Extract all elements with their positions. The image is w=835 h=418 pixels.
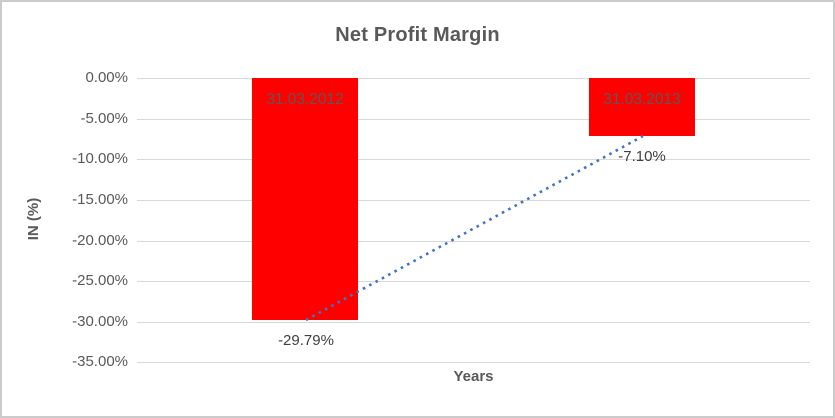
bar-2012: 31.03.2012 xyxy=(252,78,358,320)
y-tick-label: -15.00% xyxy=(72,191,128,208)
gridline xyxy=(137,78,810,79)
y-tick-label: -25.00% xyxy=(72,272,128,289)
bar-category-label: 31.03.2012 xyxy=(266,91,344,108)
y-tick-label: 0.00% xyxy=(85,69,128,86)
y-tick-label: -5.00% xyxy=(80,110,128,127)
data-label-2012: -29.79% xyxy=(278,332,334,349)
y-tick-label: -20.00% xyxy=(72,232,128,249)
gridline xyxy=(137,200,810,201)
gridline xyxy=(137,241,810,242)
bar-2013: 31.03.2013 xyxy=(589,78,695,136)
y-tick-label: -30.00% xyxy=(72,313,128,330)
x-axis-title: Years xyxy=(453,368,494,385)
gridline xyxy=(137,362,810,363)
y-tick-label: -10.00% xyxy=(72,150,128,167)
y-axis-title: IN (%) xyxy=(25,197,42,241)
bar-category-label: 31.03.2013 xyxy=(603,91,681,108)
gridline xyxy=(137,322,810,323)
chart-title: Net Profit Margin xyxy=(335,24,500,46)
gridline xyxy=(137,281,810,282)
y-tick-label: -35.00% xyxy=(72,353,128,370)
gridline xyxy=(137,119,810,120)
data-label-2013: -7.10% xyxy=(618,148,666,165)
